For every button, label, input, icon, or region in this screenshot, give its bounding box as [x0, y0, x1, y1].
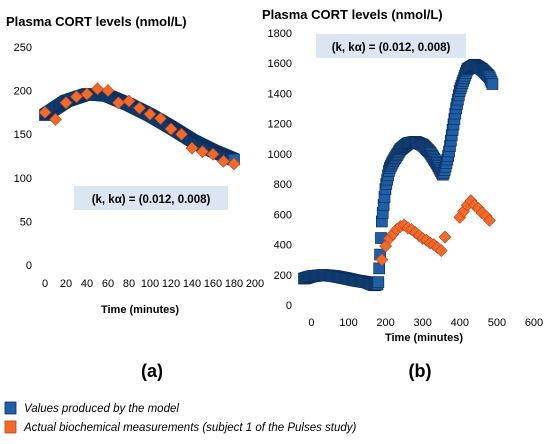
chart-panel-b: Plasma CORT levels (nmol/L) 0 200 400 600 80…	[262, 7, 543, 381]
legend-measurement-label: Actual biochemical measurements (subject…	[23, 422, 357, 434]
measurement-point	[434, 244, 448, 258]
panel-a-y-tick-label: 50	[20, 216, 32, 228]
legend-model-swatch	[4, 401, 17, 415]
measurement-point	[185, 141, 199, 155]
measurement-point	[483, 213, 496, 227]
measurement-point	[133, 101, 146, 115]
panel-a-y-tick-label: 250	[14, 42, 32, 54]
panel-a-y-tick-label: 200	[14, 86, 32, 98]
measurement-point	[80, 87, 94, 101]
panel-b-y-tick-label: 1800	[268, 28, 292, 40]
measurement-point	[175, 127, 188, 141]
panel-b-x-axis-label: Time (minutes)	[385, 332, 463, 344]
panel-b-x-tick-label: 500	[488, 317, 506, 329]
panel-a-x-tick-label: 100	[141, 278, 159, 290]
panel-a-y-tick-label: 100	[14, 173, 32, 185]
panel-a-x-tick-label: 120	[162, 278, 180, 290]
panel-a-title: Plasma CORT levels (nmol/L)	[6, 14, 187, 29]
panel-a-x-tick-label: 160	[204, 278, 222, 290]
panel-a-x-tick-label: 60	[102, 278, 114, 290]
panel-a-x-tick-label: 40	[81, 278, 93, 290]
panel-b-y-tick-label: 1600	[268, 58, 292, 70]
panel-b-annotation-box	[316, 34, 466, 58]
panel-a-x-tick-label: 20	[60, 278, 72, 290]
panel-b-y-tick-label: 800	[274, 179, 292, 191]
panel-a-x-tick-label: 140	[183, 278, 201, 290]
chart-panel-a: Plasma CORT levels (nmol/L) 050100150200…	[6, 14, 264, 381]
measurement-point	[196, 145, 209, 159]
panel-a-x-tick-label: 180	[225, 278, 243, 290]
legend-measurement-swatch	[4, 420, 17, 434]
legend: Values produced by the model Actual bioc…	[4, 401, 357, 434]
panel-b-y-tick-label: 1400	[268, 88, 292, 100]
panel-b-x-tick-label: 100	[339, 317, 357, 329]
measurement-point	[112, 96, 125, 110]
panel-b-x-tick-label: 600	[525, 317, 543, 329]
panel-b-x-tick-label: 400	[451, 317, 469, 329]
model-point	[372, 276, 385, 288]
panel-a-annotation: (k, kα) = (0.012, 0.008)	[92, 194, 211, 206]
panel-a-annotation-box	[74, 186, 228, 210]
measurement-point	[375, 253, 389, 267]
panel-a-tag: (a)	[141, 361, 163, 381]
panel-b-x-tick-label: 300	[414, 317, 432, 329]
panel-b-y-tick-label: 1200	[268, 119, 292, 131]
panel-b-y-tick-label: 400	[274, 240, 292, 252]
measurement-point	[59, 96, 73, 110]
panel-b-y-tick-label: 200	[274, 270, 292, 282]
panel-b-title: Plasma CORT levels (nmol/L)	[262, 7, 443, 22]
panel-a-x-tick-label: 80	[123, 278, 135, 290]
measurement-point	[206, 147, 220, 161]
measurement-point	[38, 105, 52, 119]
measurement-point	[91, 82, 104, 96]
panel-a-y-tick-label: 150	[14, 129, 32, 141]
measurement-point	[122, 94, 136, 108]
legend-model-label: Values produced by the model	[24, 403, 179, 415]
panel-a-x-axis-label: Time (minutes)	[101, 304, 179, 316]
panel-a-y-tick-label: 0	[26, 260, 32, 272]
panel-a-x-tick-label: 0	[42, 278, 48, 290]
model-point	[486, 78, 499, 90]
measurement-point	[101, 84, 115, 98]
measurement-point	[217, 154, 230, 168]
measurement-point	[49, 112, 62, 126]
panel-b-tag: (b)	[409, 361, 432, 381]
panel-b-annotation: (k, kα) = (0.012, 0.008)	[332, 42, 451, 54]
panel-b-y-tick-label: 1000	[268, 149, 292, 161]
measurement-point	[70, 90, 83, 104]
measurement-point	[438, 230, 452, 244]
measurement-point	[164, 122, 178, 136]
panel-b-y-tick-label: 0	[286, 300, 292, 312]
panel-b-x-tick-label: 200	[376, 317, 394, 329]
panel-b-x-tick-label: 0	[308, 317, 314, 329]
measurement-point	[227, 157, 241, 171]
measurement-point	[154, 112, 167, 125]
measurement-point	[143, 107, 157, 121]
panel-a-x-tick-label: 200	[246, 278, 264, 290]
panel-b-y-tick-label: 600	[274, 209, 292, 221]
